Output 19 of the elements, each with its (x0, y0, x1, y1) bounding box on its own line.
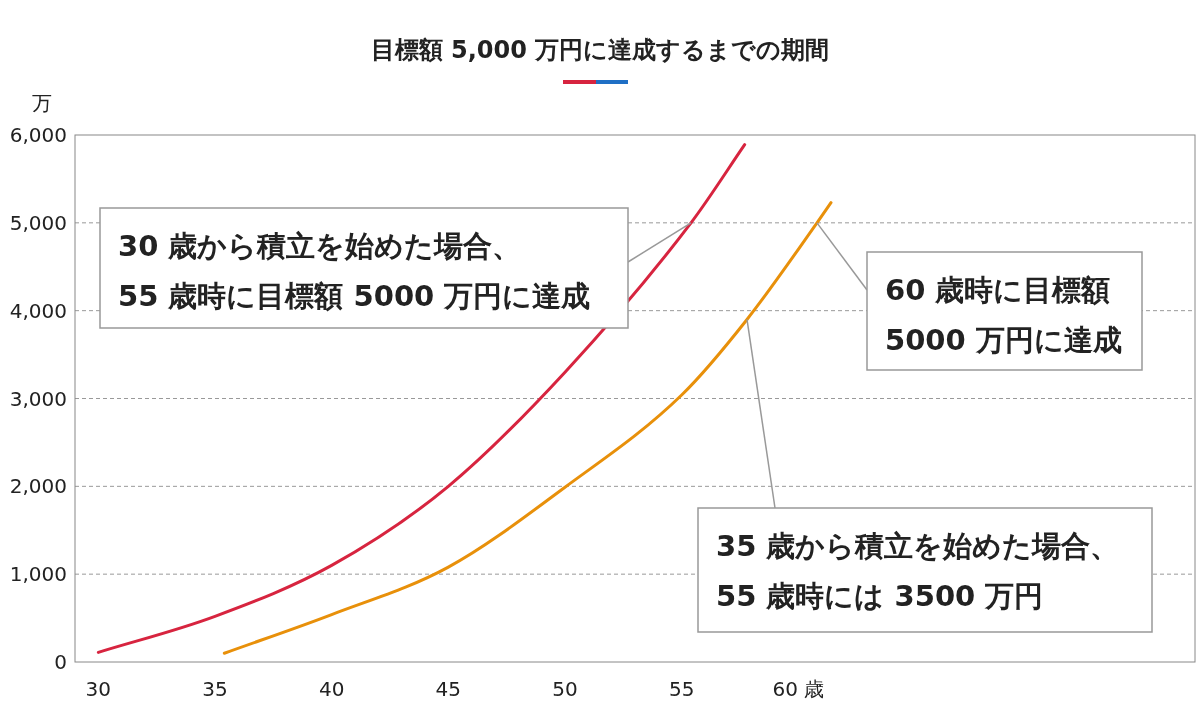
chart-title: 目標額 5,000 万円に達成するまでの期間 (370, 36, 830, 64)
x-tick-label: 45 (435, 677, 462, 701)
x-tick-label: 35 (202, 677, 228, 701)
annotation: 30 歳から積立を始めた場合、 55 歳時に目標額 5000 万円に達成 (118, 229, 591, 313)
annotation: 60 歳時に目標額 5000 万円に達成 (885, 273, 1122, 357)
x-tick-label: 55 (668, 677, 695, 701)
y-tick-label: 0 (54, 650, 67, 674)
y-tick-label: 2,000 (9, 474, 67, 499)
y-tick-label: 6,000 (9, 123, 67, 147)
x-tick-label: 40 (318, 677, 345, 701)
y-tick-label: 4,000 (9, 298, 67, 323)
annotation: 35 歳から積立を始めた場合、 55 歳時には 3500 万円 (716, 529, 1120, 613)
y-tick-label: 3,000 (9, 386, 67, 411)
y-tick-label: 1,000 (9, 562, 67, 587)
x-tick-label: 60 歳 (772, 677, 825, 701)
y-axis-title: 万 (32, 91, 52, 115)
y-tick-label: 5,000 (9, 210, 67, 235)
x-tick-label: 30 (85, 677, 112, 701)
x-tick-label: 50 (552, 677, 578, 701)
